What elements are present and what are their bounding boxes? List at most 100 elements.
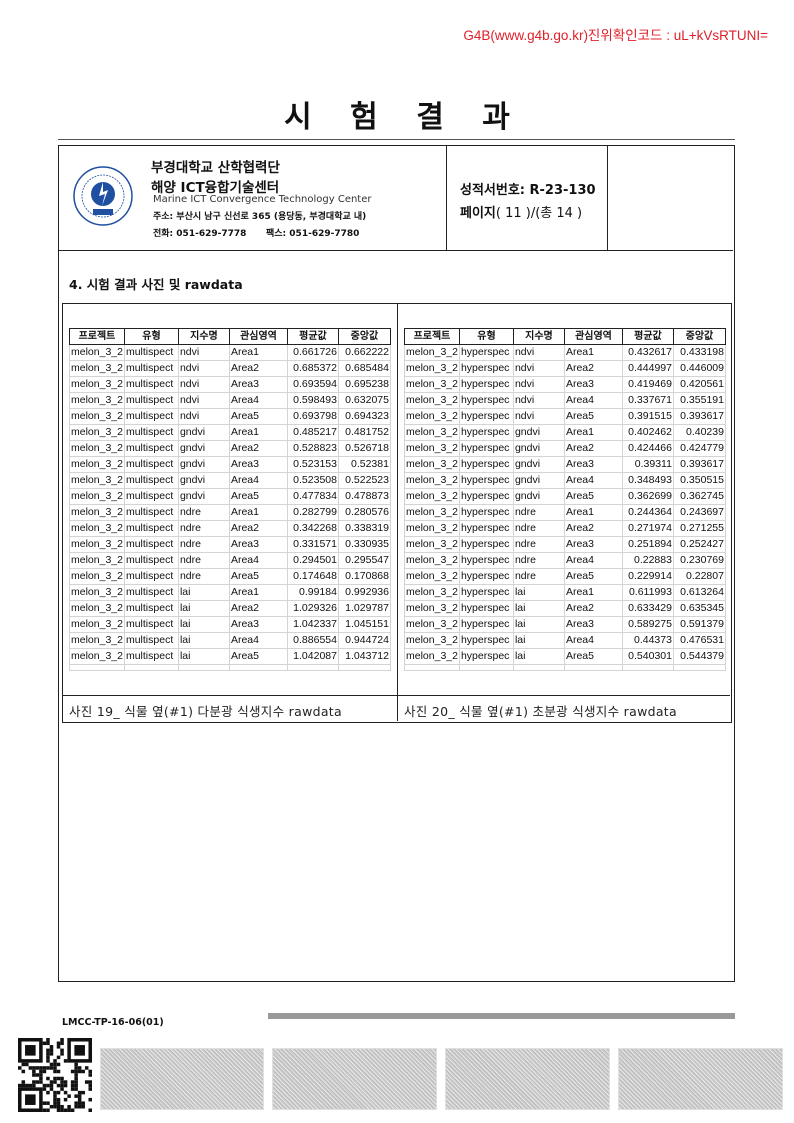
table-cell xyxy=(287,665,338,671)
table-cell: Area4 xyxy=(564,633,622,649)
page-indicator: 페이지( 11 )/(총 14 ) xyxy=(460,202,582,221)
table-cell: Area1 xyxy=(229,585,287,601)
table-cell: melon_3_2 xyxy=(405,489,460,505)
table-cell: Area1 xyxy=(229,425,287,441)
table-cell: 0.685484 xyxy=(338,361,390,377)
table-empty-row xyxy=(70,665,391,671)
table-row: melon_3_2hyperspecndviArea10.4326170.433… xyxy=(405,345,726,361)
table-cell: 0.22807 xyxy=(673,569,725,585)
table-cell: hyperspec xyxy=(459,489,513,505)
table-cell: 0.355191 xyxy=(673,393,725,409)
table-cell: Area1 xyxy=(564,345,622,361)
table-cell: melon_3_2 xyxy=(70,425,125,441)
table-cell: melon_3_2 xyxy=(405,473,460,489)
table-cell: melon_3_2 xyxy=(405,441,460,457)
column-header: 프로젝트 xyxy=(405,329,460,345)
table-cell: melon_3_2 xyxy=(70,569,125,585)
table-cell: 0.523153 xyxy=(287,457,338,473)
table-cell: hyperspec xyxy=(459,649,513,665)
table-cell: 0.252427 xyxy=(673,537,725,553)
table-cell: Area2 xyxy=(564,361,622,377)
qr-code-icon xyxy=(18,1038,92,1112)
table-cell: 0.477834 xyxy=(287,489,338,505)
table-cell: multispect xyxy=(124,521,178,537)
table-cell: ndvi xyxy=(513,393,564,409)
table-cell: hyperspec xyxy=(459,617,513,633)
table-cell: ndre xyxy=(513,537,564,553)
column-header: 평균값 xyxy=(622,329,673,345)
table-row: melon_3_2multispectndviArea20.6853720.68… xyxy=(70,361,391,377)
table-cell: Area5 xyxy=(564,489,622,505)
table-cell: 0.52381 xyxy=(338,457,390,473)
table-cell: 1.043712 xyxy=(338,649,390,665)
table-cell: Area2 xyxy=(564,601,622,617)
table-cell: multispect xyxy=(124,393,178,409)
table-cell: 0.393617 xyxy=(673,409,725,425)
table-cell: 0.635345 xyxy=(673,601,725,617)
table-cell: melon_3_2 xyxy=(70,393,125,409)
table-cell: melon_3_2 xyxy=(405,505,460,521)
telephone: 전화: 051-629-7778 xyxy=(153,226,246,239)
table-cell: Area2 xyxy=(564,521,622,537)
table-cell: Area1 xyxy=(229,345,287,361)
table-cell: 0.348493 xyxy=(622,473,673,489)
form-code: LMCC-TP-16-06(01) xyxy=(62,1017,164,1028)
table-cell: ndre xyxy=(513,521,564,537)
table-cell: gndvi xyxy=(513,441,564,457)
table-cell: hyperspec xyxy=(459,473,513,489)
security-pattern xyxy=(100,1048,264,1110)
table-cell: lai xyxy=(178,649,229,665)
caption-photo-19: 사진 19_ 식물 옆(#1) 다분광 식생지수 rawdata xyxy=(69,701,342,720)
table-row: melon_3_2multispectndviArea30.6935940.69… xyxy=(70,377,391,393)
table-row: melon_3_2hyperspecndreArea40.228830.2307… xyxy=(405,553,726,569)
table-cell: melon_3_2 xyxy=(70,601,125,617)
report-number: 성적서번호: R-23-130 xyxy=(460,179,596,198)
header-divider xyxy=(446,146,447,251)
table-cell: ndvi xyxy=(178,361,229,377)
table-cell: multispect xyxy=(124,473,178,489)
org-name: 부경대학교 산학협력단 xyxy=(151,156,280,176)
table-cell: Area4 xyxy=(229,473,287,489)
table-cell: lai xyxy=(178,633,229,649)
table-cell: 0.695238 xyxy=(338,377,390,393)
table-cell: melon_3_2 xyxy=(70,457,125,473)
table-cell: Area5 xyxy=(229,569,287,585)
table-cell: 0.481752 xyxy=(338,425,390,441)
table-cell: lai xyxy=(513,649,564,665)
table-row: melon_3_2multispectgndviArea10.4852170.4… xyxy=(70,425,391,441)
table-cell: Area3 xyxy=(229,537,287,553)
table-cell: melon_3_2 xyxy=(70,409,125,425)
table-cell: hyperspec xyxy=(459,553,513,569)
table-cell: melon_3_2 xyxy=(405,537,460,553)
table-cell: 0.694323 xyxy=(338,409,390,425)
column-header: 프로젝트 xyxy=(70,329,125,345)
table-cell: 0.432617 xyxy=(622,345,673,361)
column-header: 관심영역 xyxy=(229,329,287,345)
table-cell: Area1 xyxy=(229,505,287,521)
table-cell: ndre xyxy=(178,521,229,537)
table-cell: 0.243697 xyxy=(673,505,725,521)
table-row: melon_3_2multispectgndviArea30.5231530.5… xyxy=(70,457,391,473)
table-cell: Area1 xyxy=(564,505,622,521)
table-cell: 0.598493 xyxy=(287,393,338,409)
table-cell: lai xyxy=(513,633,564,649)
report-frame: 부경대학교 산학협력단 해양 ICT융합기술센터 Marine ICT Conv… xyxy=(58,145,735,982)
hyperspectral-rawdata-table: 프로젝트유형지수명관심영역평균값중앙값melon_3_2hyperspecndv… xyxy=(404,328,726,671)
table-cell: melon_3_2 xyxy=(70,521,125,537)
table-row: melon_3_2hyperspecndviArea40.3376710.355… xyxy=(405,393,726,409)
table-cell: hyperspec xyxy=(459,361,513,377)
table-row: melon_3_2multispectlaiArea10.991840.9929… xyxy=(70,585,391,601)
table-cell xyxy=(513,665,564,671)
column-header: 지수명 xyxy=(513,329,564,345)
table-cell: Area5 xyxy=(564,409,622,425)
table-cell: 0.174648 xyxy=(287,569,338,585)
table-row: melon_3_2hyperspecgndviArea10.4024620.40… xyxy=(405,425,726,441)
table-cell: lai xyxy=(513,617,564,633)
table-cell: melon_3_2 xyxy=(405,361,460,377)
table-cell: 0.661726 xyxy=(287,345,338,361)
table-cell: ndvi xyxy=(513,409,564,425)
table-cell: gndvi xyxy=(513,425,564,441)
photo-table: 프로젝트유형지수명관심영역평균값중앙값melon_3_2multispectnd… xyxy=(62,303,732,723)
table-cell: 0.342268 xyxy=(287,521,338,537)
table-cell: ndre xyxy=(513,505,564,521)
